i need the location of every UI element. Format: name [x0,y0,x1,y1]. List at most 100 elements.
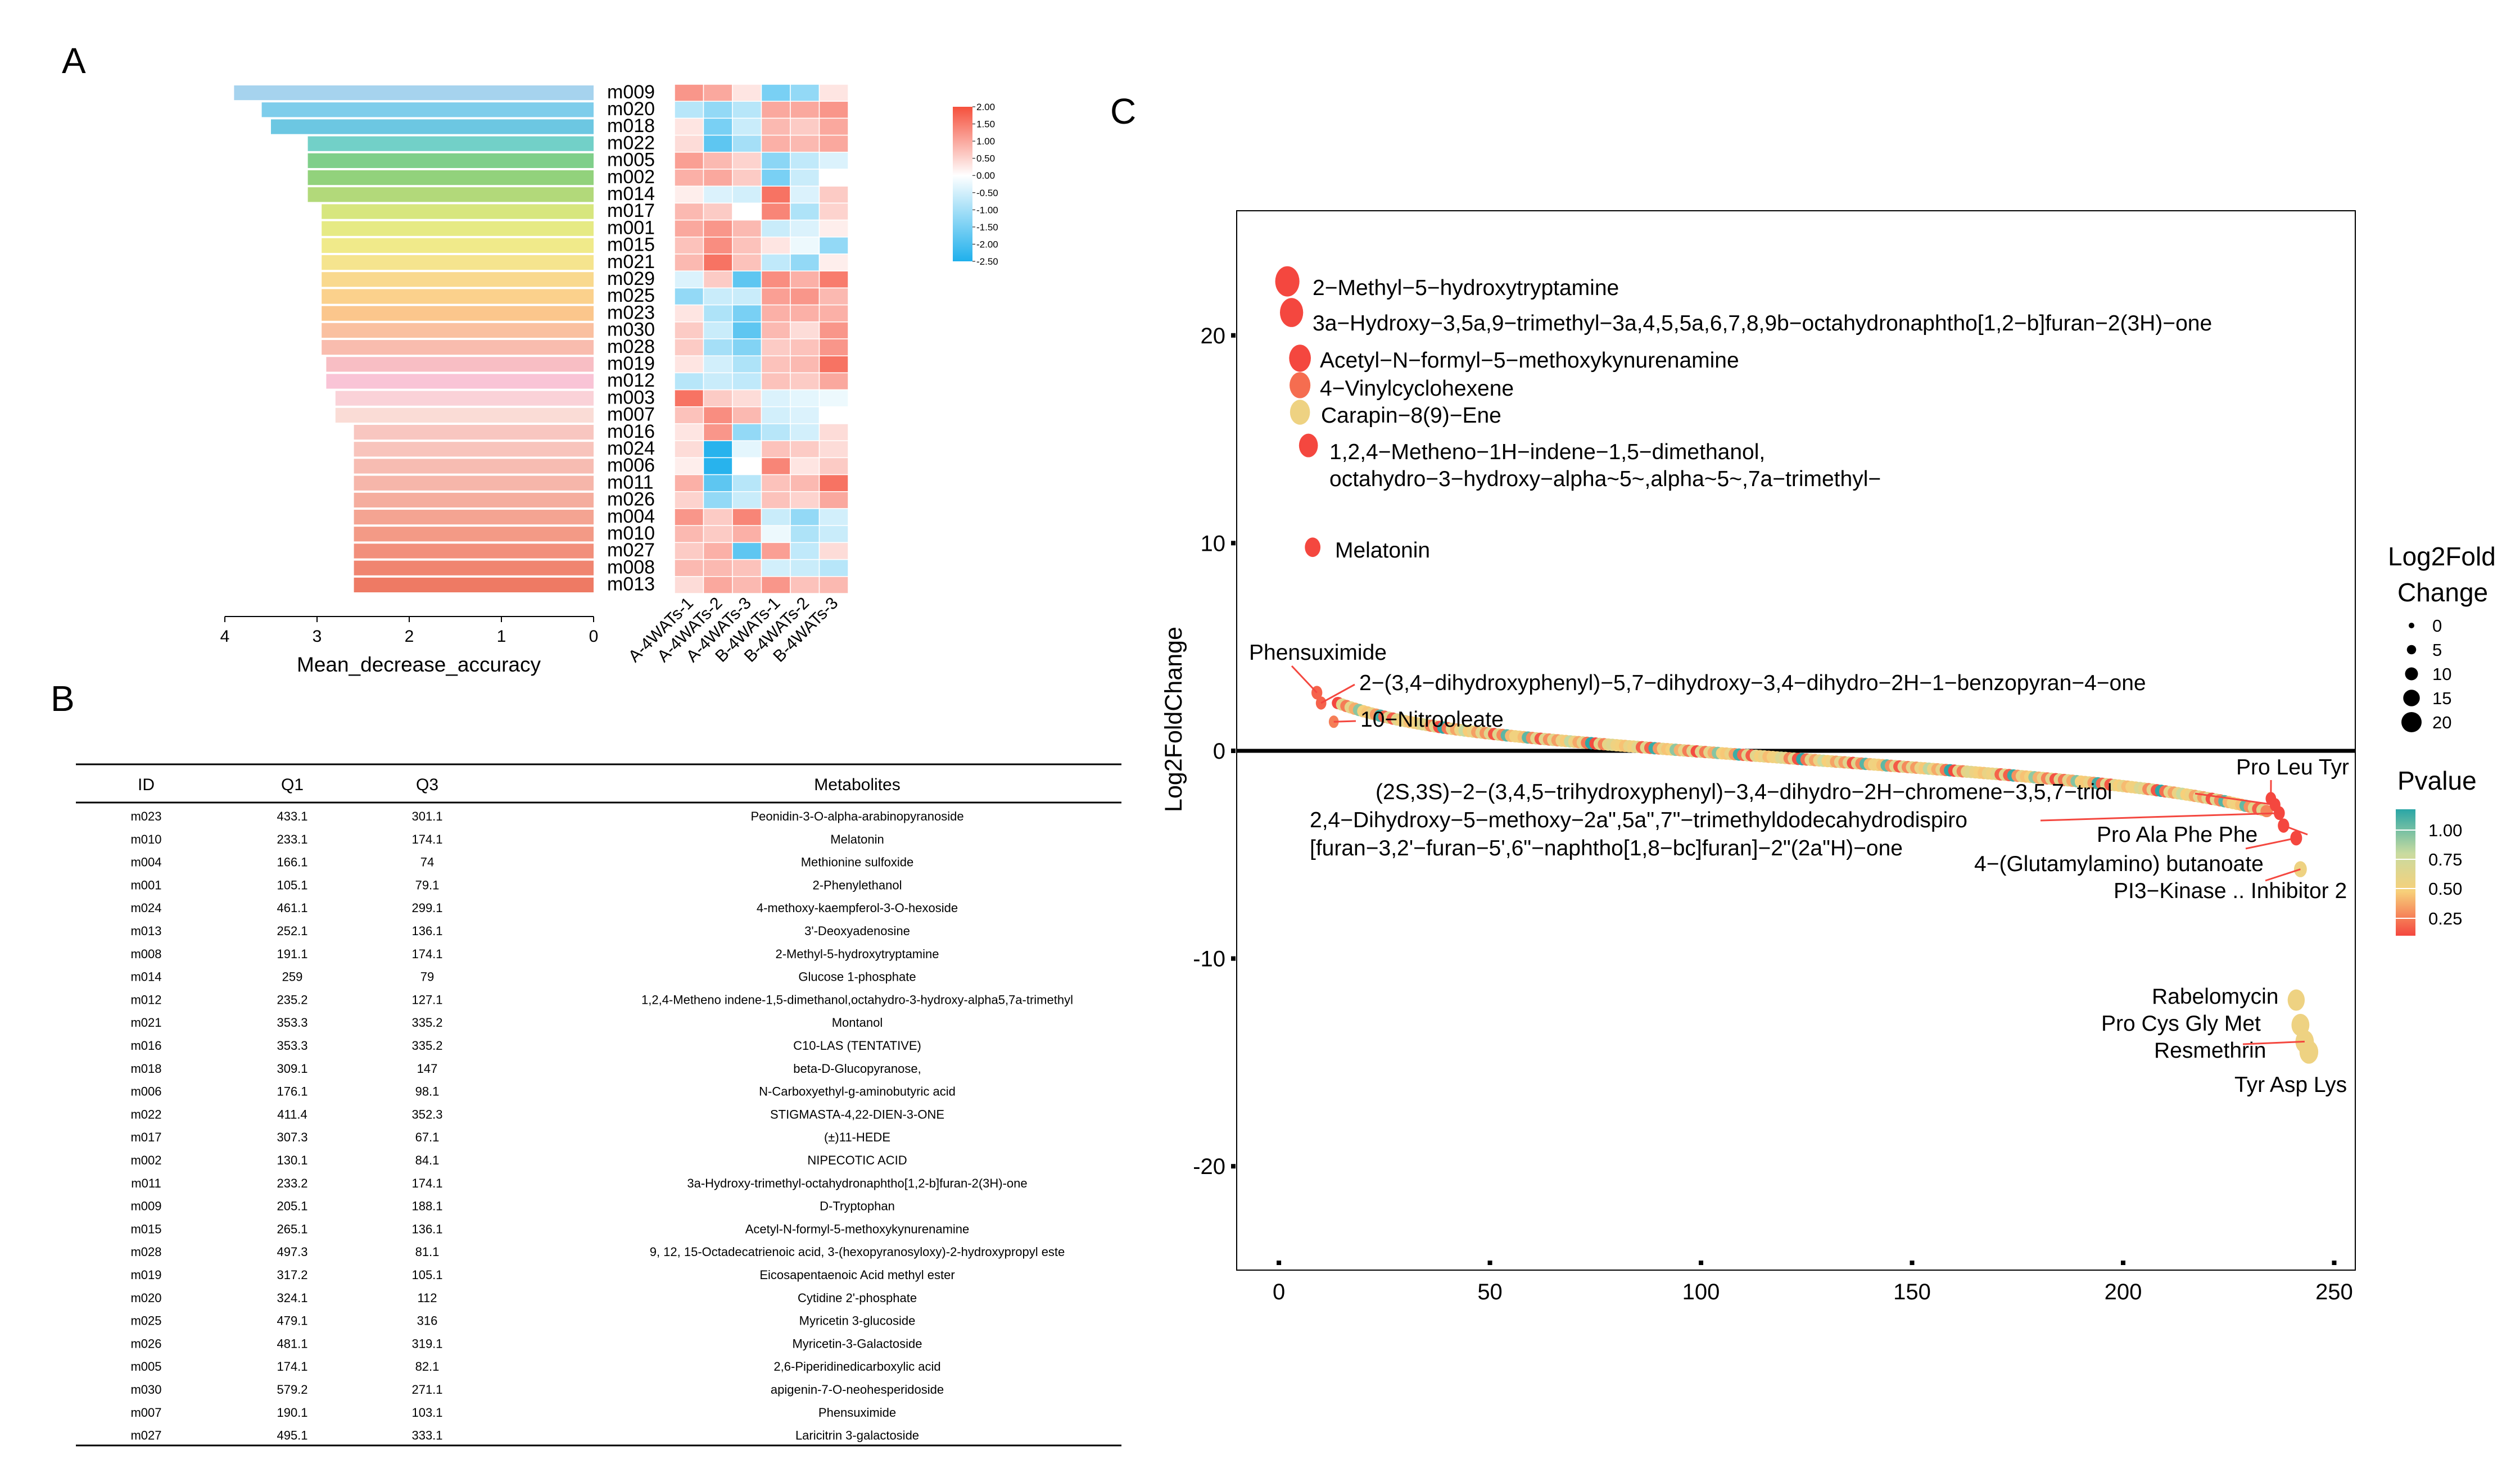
table-cell: m017 [130,1130,161,1144]
table-cell: 174.1 [411,832,442,846]
heatmap-row-label: m025 [607,285,655,306]
y-tick-label: 20 [1201,324,1226,348]
heatmap-cell [674,219,704,238]
heatmap-cell [732,491,762,509]
heatmap-row-label: m018 [607,115,655,137]
importance-bar-m022 [307,136,594,151]
heatmap-cell [790,169,820,187]
annotation-leader-line [1291,665,1318,694]
heatmap-cell [674,440,704,459]
table-row: m008 191.1 174.1 2-Methyl-5-hydroxytryptami… [130,947,939,961]
heatmap-cell [674,457,704,475]
heatmap-row-label: m013 [607,574,655,595]
table-cell: 98.1 [415,1085,440,1099]
heatmap-cell [761,525,791,543]
colorbar-label: 1.50 [976,119,995,130]
table-cell: 136.1 [411,924,442,938]
heatmap-cell [674,270,704,289]
heatmap-cell [703,134,733,153]
heatmap-cell [674,508,704,526]
heatmap-cell [818,253,849,271]
table-cell: m018 [130,1062,161,1076]
heatmap-cell [761,440,791,459]
importance-axis: 4 3 2 1 0 [220,616,598,646]
heatmap-cell [790,237,820,255]
table-cell: 67.1 [415,1130,440,1144]
heatmap-cell [761,508,791,526]
heatmap-cell [674,474,704,492]
point-annotation: 1,2,4−Metheno−1H−indene−1,5−dimethanol, [1329,440,1765,464]
heatmap-row-label: m019 [607,353,655,374]
scatter-point [1275,266,1300,297]
heatmap-row-label: m006 [607,455,655,476]
heatmap-row-label: m028 [607,336,655,357]
table-cell: m030 [130,1383,161,1397]
table-cell: 1,2,4-Metheno indene-1,5-dimethanol,octa… [641,992,1073,1007]
table-cell: 2-Methyl-5-hydroxytryptamine [776,947,939,961]
heatmap-cell [790,185,820,204]
table-cell: 2,6-Piperidinedicarboxylic acid [773,1359,940,1374]
heatmap-cell [732,117,762,136]
heatmap-cell [761,270,791,289]
annotation-leader-line [1320,683,1355,704]
heatmap-cell [790,152,820,170]
scatter-legends: Log2Fold Change 0 5 10 15 20 Pvalue 1.00 0.75… [2388,542,2496,936]
table-cell: Myricetin 3-glucoside [799,1314,916,1328]
x-tick-label: 100 [1682,1280,1720,1304]
heatmap-row-label: m030 [607,319,655,341]
importance-tick-label: 2 [405,627,414,646]
point-annotation: Tyr Asp Lys [2234,1073,2347,1097]
importance-bar-m020 [261,102,594,117]
legend-size-title-2: Change [2397,578,2488,607]
table-cell: 479.1 [277,1314,307,1328]
table-row: m011 233.2 174.1 3a-Hydroxy-trimethyl-octah… [131,1176,1027,1190]
table-row: m001 105.1 79.1 2-Phenylethanol [130,878,902,892]
table-header-cell: ID [138,776,155,794]
heatmap-cell [732,84,762,102]
table-cell: m013 [130,924,161,938]
table-row: m030 579.2 271.1 apigenin-7-O-neohesperidos… [130,1383,944,1397]
heatmap-cell [790,542,820,560]
table-cell: 81.1 [415,1245,440,1259]
heatmap-cell [818,117,849,136]
x-tick-label: 50 [1477,1280,1503,1304]
heatmap-cell [674,372,704,391]
heatmap-row-label: m011 [607,472,654,493]
table-cell: Montanol [832,1016,883,1030]
table-row: m006 176.1 98.1 N-Carboxyethyl-g-aminobutyr… [130,1085,955,1099]
table-row: m002 130.1 84.1 NIPECOTIC ACID [130,1153,907,1167]
table-cell: 84.1 [415,1153,440,1167]
heatmap-row-label: m001 [607,217,655,238]
heatmap-row-label: m003 [607,387,655,408]
table-cell: Melatonin [830,832,884,846]
table-cell: 4-methoxy-kaempferol-3-O-hexoside [757,901,958,915]
heatmap-cell [790,576,820,594]
heatmap-cell [818,457,849,475]
heatmap-cell [818,508,849,526]
point-annotation: Phensuximide [1249,641,1387,665]
table-cell: 271.1 [411,1383,442,1397]
heatmap-cell [818,270,849,289]
heatmap-cell [790,304,820,323]
heatmap-cell [703,440,733,459]
table-cell: 191.1 [277,947,307,961]
scatter-point [1290,372,1311,398]
table-cell: 82.1 [415,1359,440,1374]
table-cell: 301.1 [411,809,442,823]
panel-letter-c: C [1110,91,1136,132]
heatmap-cell [818,576,849,594]
y-tick-label: 0 [1213,739,1225,764]
table-cell: 353.3 [277,1016,307,1030]
scatter-point [1299,433,1318,457]
heatmap-row-label: m014 [607,183,655,205]
point-annotation: Resmethrin [2154,1039,2266,1063]
heatmap-row-label: m007 [607,404,655,425]
importance-bar-m023 [322,306,594,321]
table-cell: beta-D-Glucopyranose, [793,1062,921,1076]
table-cell: 166.1 [277,855,307,869]
heatmap-cell [703,559,733,577]
legend-color-label: 0.75 [2428,850,2462,869]
table-cell: 299.1 [411,901,442,915]
table-cell: N-Carboxyethyl-g-aminobutyric acid [759,1085,956,1099]
